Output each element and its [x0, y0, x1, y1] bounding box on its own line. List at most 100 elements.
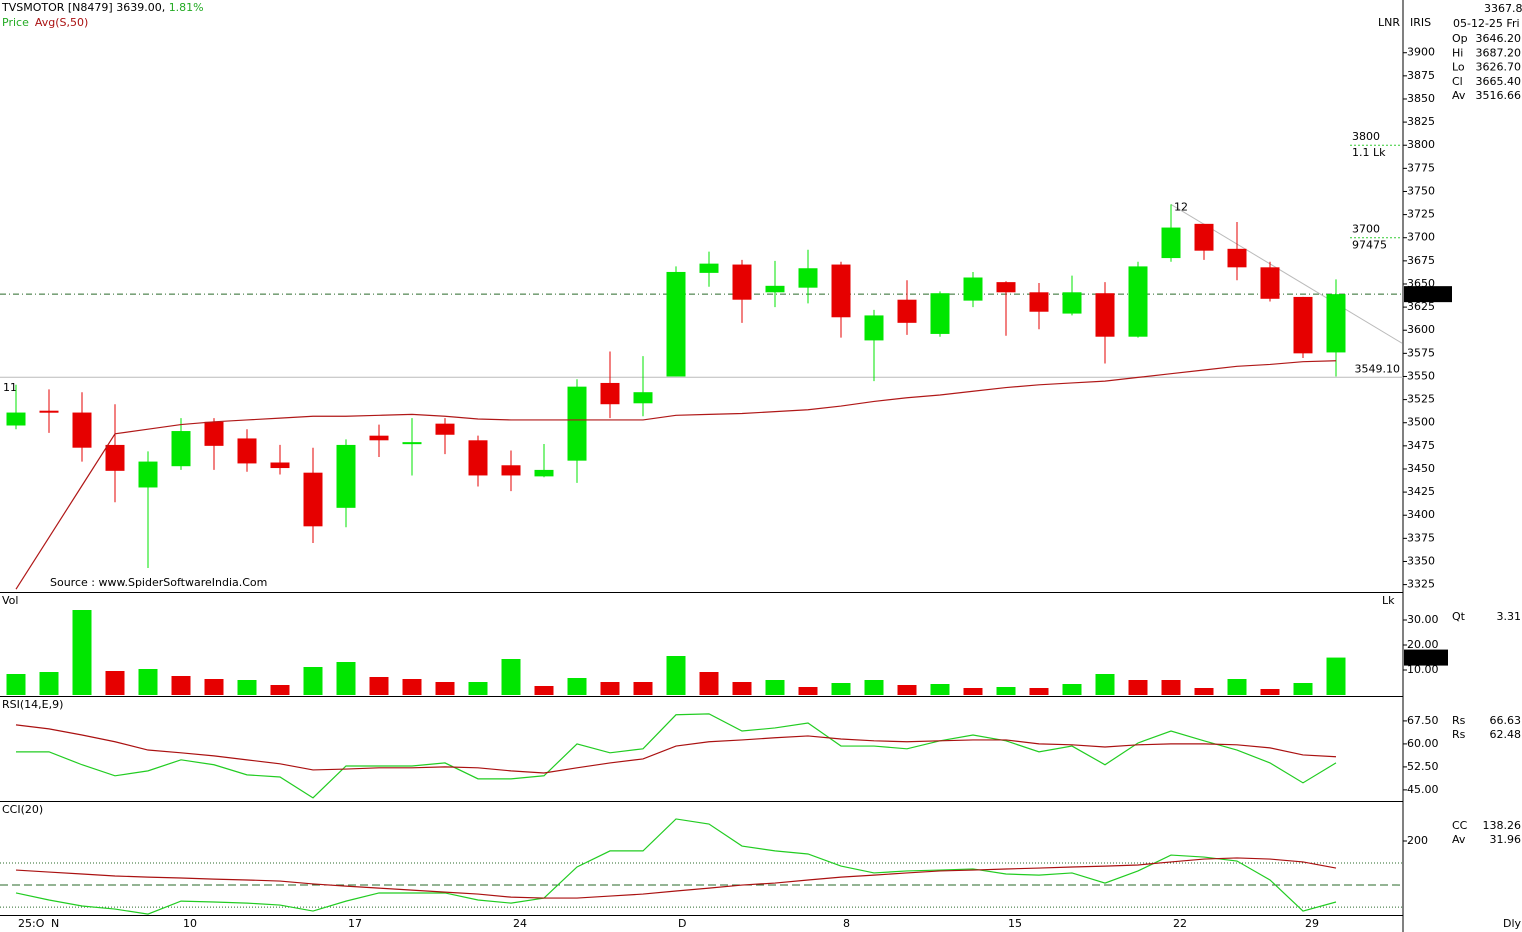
- candle-body: [996, 282, 1016, 293]
- bar: [336, 662, 356, 695]
- unit: Lk: [1382, 594, 1395, 607]
- y-tick-label: 3500: [1407, 416, 1435, 429]
- bar: [39, 672, 59, 695]
- candle-body: [765, 285, 785, 293]
- bar: [270, 685, 290, 695]
- candle-body: [468, 440, 488, 476]
- candle-body: [1293, 296, 1313, 354]
- bar: [369, 677, 389, 695]
- y-tick-label: 3550: [1407, 369, 1435, 382]
- bar: [600, 682, 620, 695]
- y-tick-label: 52.50: [1407, 760, 1439, 773]
- y-tick-label: 3475: [1407, 439, 1435, 452]
- y-tick-label: 67.50: [1407, 714, 1439, 727]
- candle-body: [501, 465, 521, 476]
- bar: [237, 680, 257, 695]
- last-value-label: 14.97: [1406, 651, 1438, 664]
- candle-body: [435, 423, 455, 435]
- readout-key: Rs: [1452, 714, 1466, 727]
- bar: [138, 669, 158, 695]
- bar-count: 12: [1174, 200, 1188, 213]
- scale-mode: LNR: [1378, 16, 1400, 29]
- line: [15, 360, 1337, 590]
- bar: [204, 679, 224, 695]
- y-tick-label: 200: [1407, 834, 1428, 847]
- bar: [1029, 688, 1049, 695]
- candle-body: [732, 264, 752, 300]
- x-tick-label: D: [678, 917, 686, 930]
- y-tick-label: 3775: [1407, 161, 1435, 174]
- candle-body: [1326, 294, 1346, 353]
- candle-body: [369, 435, 389, 441]
- x-tick-label: 8: [843, 917, 850, 930]
- y-tick-label: 30.00: [1407, 613, 1439, 626]
- bar: [666, 656, 686, 695]
- candle-body: [1095, 293, 1115, 337]
- x-tick-label: 10: [183, 917, 197, 930]
- candle-body: [666, 271, 686, 377]
- readout-key: Op: [1452, 32, 1468, 45]
- y-tick-label: 3350: [1407, 554, 1435, 567]
- candle-body: [39, 410, 59, 413]
- candle-body: [1227, 248, 1247, 268]
- bar: [732, 682, 752, 695]
- bar: [105, 671, 125, 695]
- candle-body: [171, 431, 191, 467]
- bar: [1128, 680, 1148, 695]
- candle-body: [1260, 267, 1280, 299]
- readout-key: Av: [1452, 833, 1466, 846]
- bar: [897, 685, 917, 695]
- bar: [699, 672, 719, 695]
- candle-body: [303, 472, 323, 527]
- bar: [567, 678, 587, 695]
- tool: IRIS: [1410, 16, 1431, 29]
- y-tick-label: 3400: [1407, 508, 1435, 521]
- candle-body: [1128, 266, 1148, 337]
- x-tick-label: N: [51, 917, 59, 930]
- y-tick-label: 3525: [1407, 393, 1435, 406]
- candle-body: [1194, 223, 1214, 251]
- y-tick-label: 3600: [1407, 323, 1435, 336]
- y-tick-label: 3375: [1407, 531, 1435, 544]
- readout-key: Lo: [1452, 61, 1465, 74]
- candle-body: [336, 444, 356, 508]
- candle-body: [699, 263, 719, 273]
- readout-value: 3626.70: [1476, 61, 1522, 74]
- readout-value: 3.31: [1497, 610, 1522, 623]
- bar: [1095, 674, 1115, 695]
- readout-key: Av: [1452, 89, 1466, 102]
- y-tick-label: 45.00: [1407, 783, 1439, 796]
- candle-body: [72, 412, 92, 448]
- reference-label: 3549.10: [1355, 362, 1401, 375]
- bar: [633, 682, 653, 695]
- x-tick-label: 29: [1305, 917, 1319, 930]
- y-tick-label: 3800: [1407, 138, 1435, 151]
- bar: [1227, 679, 1247, 695]
- y-tick-label: 3700: [1407, 231, 1435, 244]
- bar: [1062, 684, 1082, 695]
- last-price-box: [1404, 286, 1452, 303]
- candle-body: [204, 421, 224, 446]
- candle-body: [534, 469, 554, 477]
- y-tick-label: 3325: [1407, 578, 1435, 591]
- bar: [864, 680, 884, 695]
- candle-body: [1029, 292, 1049, 312]
- readout-key: Rs: [1452, 728, 1466, 741]
- candle-body: [1062, 292, 1082, 314]
- header: TVSMOTOR [N8479] 3639.00, 1.81%: [1, 1, 204, 14]
- bar: [1260, 689, 1280, 695]
- bar: [171, 676, 191, 695]
- legend-price: Price: [2, 16, 29, 29]
- candle-body: [402, 442, 422, 445]
- candle-body: [798, 268, 818, 288]
- bar-count: 11: [3, 381, 17, 394]
- x-tick-label: 15: [1008, 917, 1022, 930]
- legend: Price Avg(S,50): [2, 16, 88, 29]
- y-tick-label: 3725: [1407, 208, 1435, 221]
- candle-body: [930, 293, 950, 334]
- bar: [1326, 657, 1346, 695]
- candle-body: [105, 444, 125, 471]
- bar: [303, 667, 323, 695]
- bar: [930, 684, 950, 695]
- y-tick-label: 3625: [1407, 300, 1435, 313]
